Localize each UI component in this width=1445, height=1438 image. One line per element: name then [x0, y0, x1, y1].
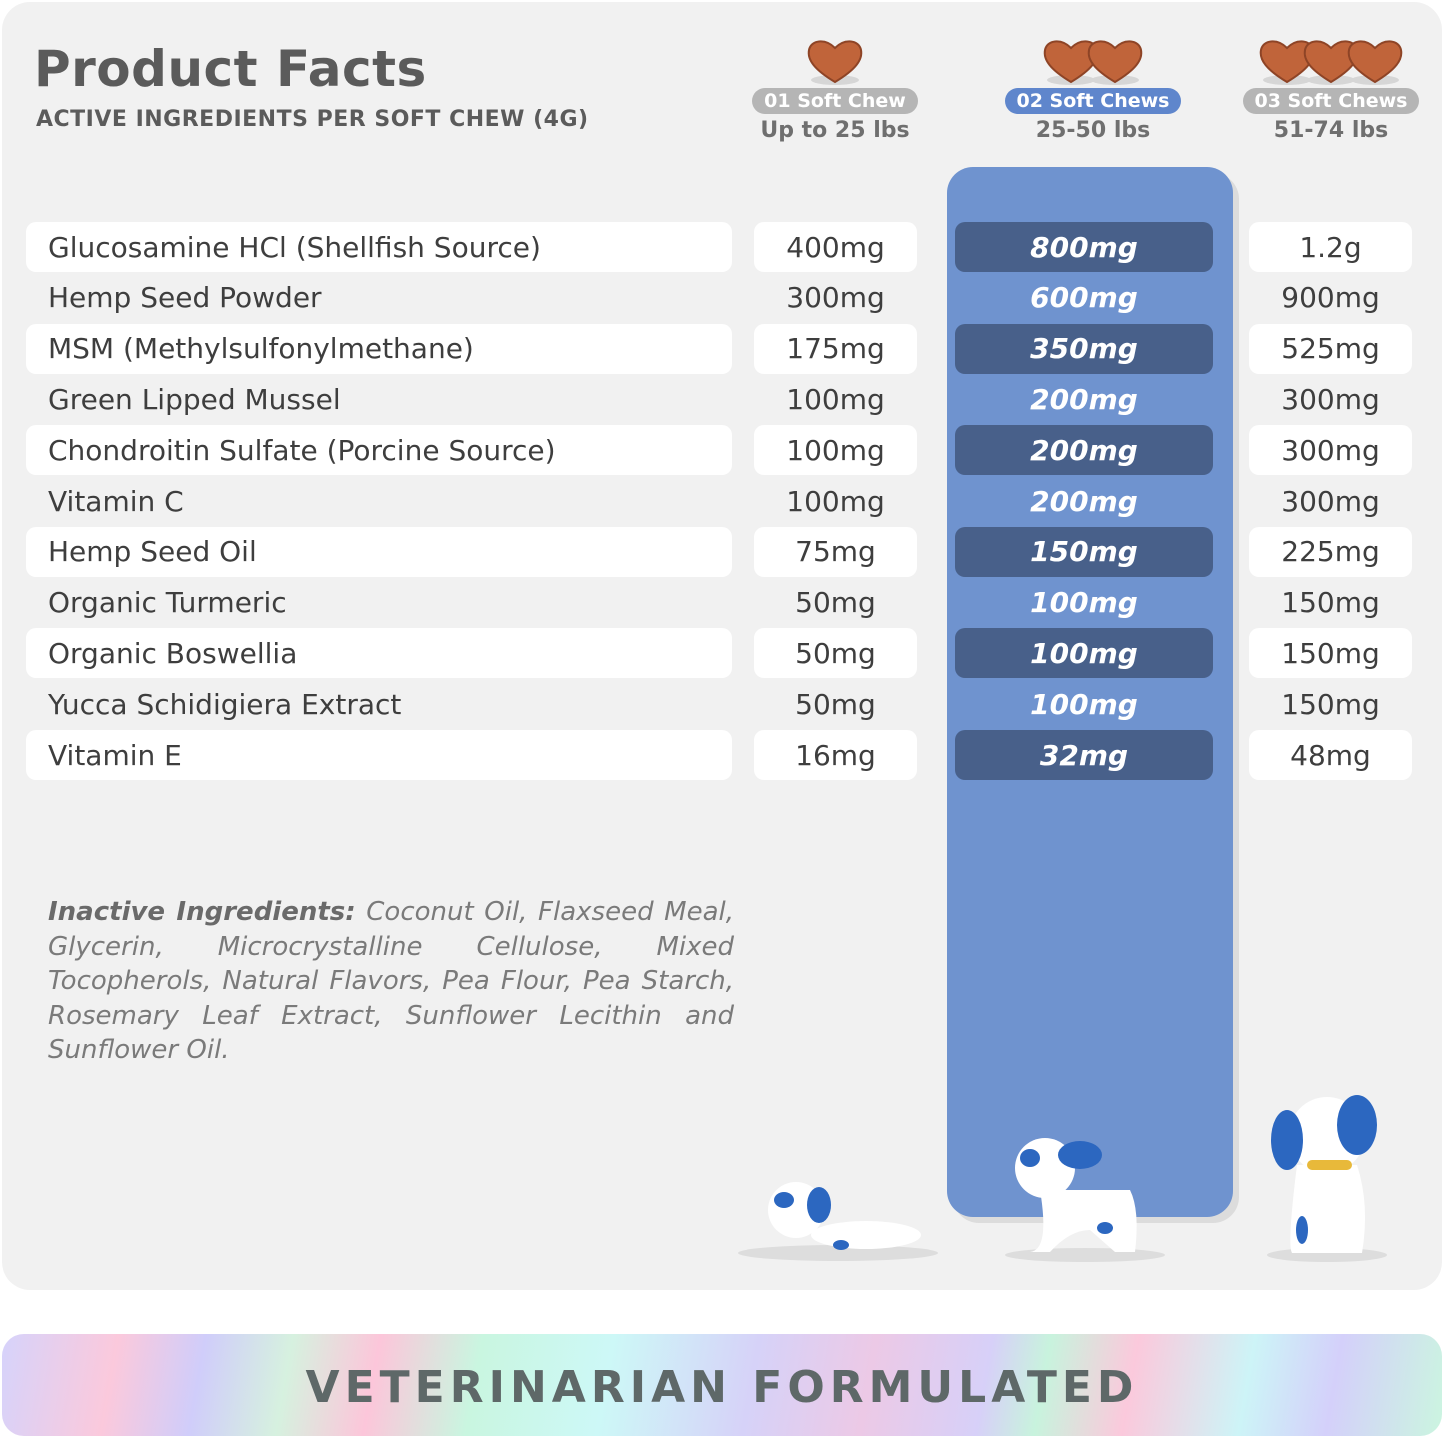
ingredient-name: MSM (Methylsulfonylmethane) — [26, 323, 732, 374]
sitting-puppy-icon — [1267, 1095, 1387, 1262]
ingredient-name: Glucosamine HCl (Shellfish Source) — [26, 222, 732, 272]
ingredient-row: Glucosamine HCl (Shellfish Source) 400mg 8… — [0, 222, 1445, 272]
page-title: Product Facts — [34, 40, 427, 98]
ingredient-name: Organic Boswellia — [26, 628, 732, 679]
dose-column-header: 02 Soft Chews 25-50 lbs — [973, 28, 1213, 143]
ingredient-name: Vitamin E — [26, 730, 732, 780]
amount-3-chews: 300mg — [1249, 425, 1412, 476]
amount-2-chews: 600mg — [1030, 281, 1138, 315]
weight-range: 25-50 lbs — [1035, 118, 1151, 143]
ingredient-name: Organic Turmeric — [48, 586, 287, 620]
ingredient-row: Organic Boswellia 50mg 100mg 150mg — [0, 628, 1445, 679]
amount-3-chews: 525mg — [1249, 323, 1412, 374]
amount-3-chews: 300mg — [1281, 484, 1380, 518]
soft-chew-icon — [973, 28, 1213, 86]
inactive-text: Coconut Oil, Flaxseed Meal, Glycerin, Mi… — [48, 897, 735, 1065]
amount-2-chews: 100mg — [955, 628, 1213, 679]
amount-2-chews: 200mg — [1030, 382, 1138, 416]
amount-2-chews: 200mg — [955, 425, 1213, 476]
amount-3-chews: 1.2g — [1249, 222, 1412, 272]
ingredient-name: Green Lipped Mussel — [48, 382, 341, 416]
ingredient-row: Vitamin E 16mg 32mg 48mg — [0, 730, 1445, 780]
dose-badge: 01 Soft Chew — [752, 88, 918, 114]
ingredient-row: Vitamin C 100mg 200mg 300mg — [0, 476, 1445, 526]
ingredient-row: Organic Turmeric 50mg 100mg 150mg — [0, 578, 1445, 628]
amount-3-chews: 150mg — [1249, 628, 1412, 679]
ingredient-row: Chondroitin Sulfate (Porcine Source) 100m… — [0, 425, 1445, 476]
amount-2-chews: 100mg — [1030, 586, 1138, 620]
amount-1-chew: 16mg — [754, 730, 917, 780]
dose-badge: 03 Soft Chews — [1242, 88, 1420, 114]
ingredient-name: Chondroitin Sulfate (Porcine Source) — [26, 425, 732, 476]
amount-2-chews: 350mg — [955, 323, 1213, 374]
amount-3-chews: 225mg — [1249, 526, 1412, 577]
page-subtitle: ACTIVE INGREDIENTS PER SOFT CHEW (4G) — [36, 107, 589, 132]
soft-chew-icon — [1211, 28, 1445, 86]
amount-3-chews: 900mg — [1281, 281, 1380, 315]
amount-2-chews: 150mg — [955, 526, 1213, 577]
amount-1-chew: 400mg — [754, 222, 917, 272]
amount-1-chew: 175mg — [754, 323, 917, 374]
ingredient-name: Yucca Schidigiera Extract — [48, 687, 402, 721]
amount-3-chews: 48mg — [1249, 730, 1412, 780]
amount-3-chews: 150mg — [1281, 586, 1380, 620]
amount-2-chews: 800mg — [955, 222, 1213, 272]
dose-column-header: 01 Soft Chew Up to 25 lbs — [715, 28, 955, 143]
ingredient-row: Yucca Schidigiera Extract 50mg 100mg 150mg — [0, 679, 1445, 729]
ingredient-name: Hemp Seed Oil — [26, 526, 732, 577]
soft-chew-icon — [715, 28, 955, 86]
ingredient-row: Hemp Seed Oil 75mg 150mg 225mg — [0, 526, 1445, 577]
ingredient-row: Green Lipped Mussel 100mg 200mg 300mg — [0, 374, 1445, 424]
inactive-label: Inactive Ingredients: — [48, 897, 356, 927]
ingredient-row: MSM (Methylsulfonylmethane) 175mg 350mg 525… — [0, 323, 1445, 374]
amount-1-chew: 50mg — [754, 628, 917, 679]
ingredient-row: Hemp Seed Powder 300mg 600mg 900mg — [0, 273, 1445, 323]
dose-column-header: 03 Soft Chews 51-74 lbs — [1211, 28, 1445, 143]
banner-text: VETERINARIAN FORMULATED — [305, 1362, 1139, 1413]
amount-2-chews: 100mg — [1030, 687, 1138, 721]
sleeping-puppy-icon — [738, 1182, 938, 1261]
amount-2-chews: 200mg — [1030, 484, 1138, 518]
amount-1-chew: 50mg — [795, 586, 876, 620]
amount-1-chew: 100mg — [754, 425, 917, 476]
weight-range: 51-74 lbs — [1273, 118, 1389, 143]
amount-1-chew: 50mg — [795, 687, 876, 721]
weight-range: Up to 25 lbs — [760, 118, 910, 143]
ingredient-name: Hemp Seed Powder — [48, 281, 322, 315]
amount-1-chew: 300mg — [786, 281, 885, 315]
amount-3-chews: 300mg — [1281, 382, 1380, 416]
amount-1-chew: 100mg — [786, 484, 885, 518]
amount-1-chew: 75mg — [754, 526, 917, 577]
amount-2-chews: 32mg — [955, 730, 1213, 780]
amount-3-chews: 150mg — [1281, 687, 1380, 721]
dose-badge: 02 Soft Chews — [1004, 88, 1182, 114]
amount-1-chew: 100mg — [786, 382, 885, 416]
ingredient-name: Vitamin C — [48, 484, 184, 518]
inactive-ingredients: Inactive Ingredients: Coconut Oil, Flaxs… — [48, 895, 734, 1068]
veterinarian-formulated-banner: VETERINARIAN FORMULATED — [2, 1334, 1442, 1436]
walking-puppy-icon — [1005, 1138, 1165, 1262]
